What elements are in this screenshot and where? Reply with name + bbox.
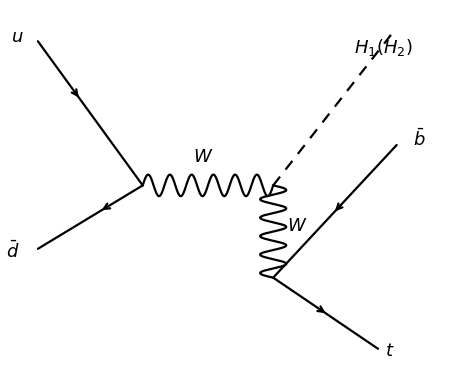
Text: $W$: $W$ [287, 217, 308, 235]
Text: $\bar{b}$: $\bar{b}$ [413, 128, 426, 150]
Text: $u$: $u$ [11, 28, 24, 46]
Text: $W$: $W$ [193, 148, 213, 166]
Text: $H_1(H_2)$: $H_1(H_2)$ [355, 37, 413, 58]
Text: $t$: $t$ [385, 342, 394, 360]
Text: $\bar{d}$: $\bar{d}$ [6, 240, 19, 262]
